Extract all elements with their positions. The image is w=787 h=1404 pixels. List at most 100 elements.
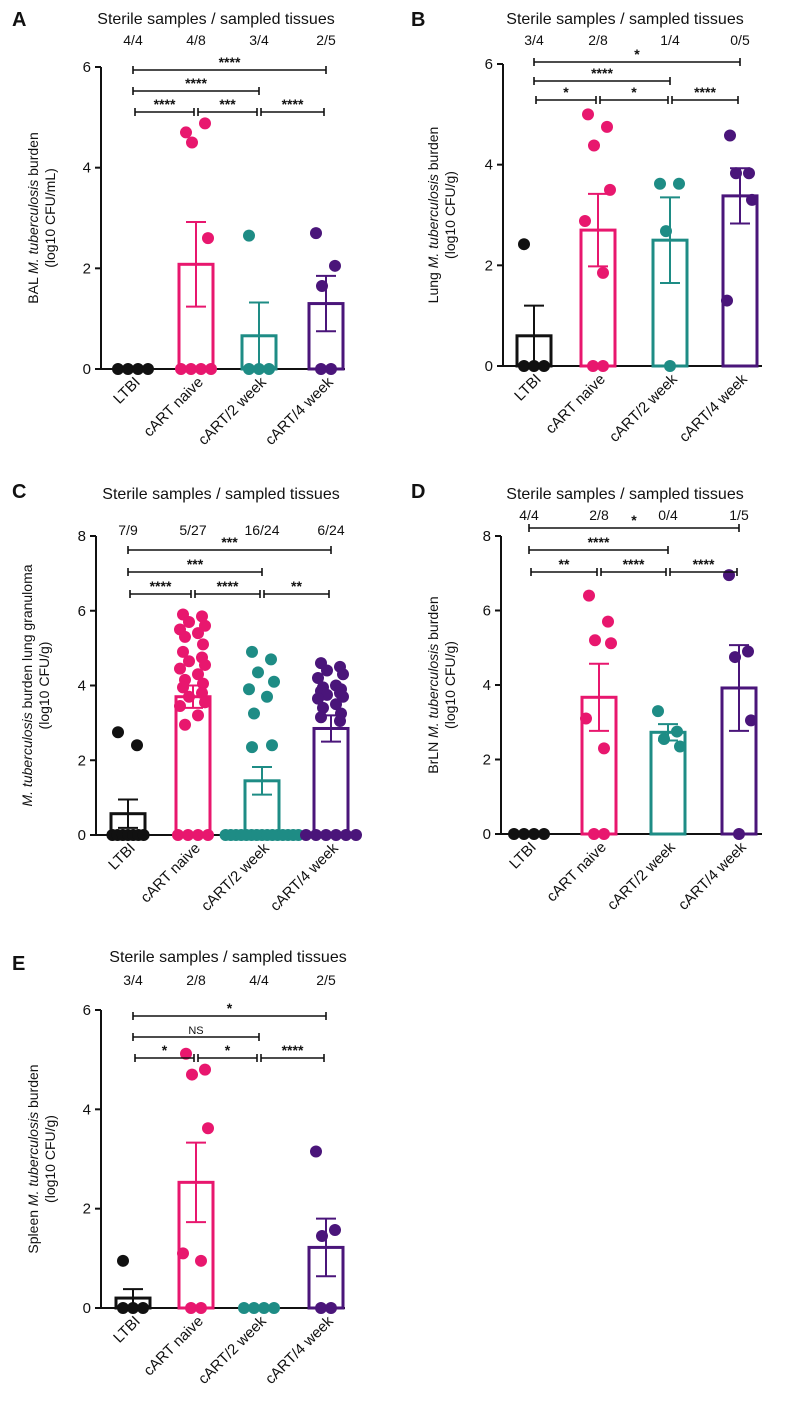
data-point — [329, 1224, 341, 1237]
y-tick-label: 2 — [483, 752, 491, 769]
data-point — [266, 739, 278, 752]
data-point — [320, 829, 332, 841]
panel-label: B — [411, 9, 425, 31]
data-point — [743, 167, 755, 180]
data-point — [350, 829, 362, 841]
data-point — [132, 363, 144, 375]
y-tick-label: 4 — [78, 678, 86, 695]
data-point — [263, 363, 275, 375]
data-point — [174, 662, 186, 675]
data-point — [340, 829, 352, 841]
sig-label: **** — [282, 96, 304, 112]
sig-label: **** — [154, 96, 176, 112]
sig-label: **** — [694, 84, 716, 100]
data-point — [721, 294, 733, 307]
data-point — [185, 363, 197, 375]
y-axis-unit-label: (log10 CFU/mL) — [42, 168, 58, 268]
data-point — [265, 653, 277, 666]
sterile-title: Sterile samples / sampled tissues — [102, 486, 339, 503]
data-point — [192, 668, 204, 681]
sterile-ratio: 2/8 — [588, 32, 608, 48]
data-point — [587, 360, 599, 372]
panel-label: C — [12, 481, 26, 503]
data-point — [177, 645, 189, 658]
data-point — [199, 619, 211, 632]
category-label: LTBI — [110, 374, 144, 408]
data-point — [673, 177, 685, 190]
data-point — [246, 741, 258, 754]
y-tick-label: 4 — [83, 160, 91, 177]
data-point — [310, 1145, 322, 1158]
panel-label: E — [12, 953, 25, 975]
data-point — [316, 279, 328, 292]
data-point — [598, 742, 610, 755]
data-point — [117, 1254, 129, 1267]
sterile-ratio: 4/8 — [186, 32, 206, 48]
category-label: cART naive — [140, 374, 206, 440]
panel-A: A Sterile samples / sampled tissues 4/4 4/8… — [12, 9, 345, 449]
data-point — [588, 139, 600, 152]
data-point — [185, 1302, 197, 1314]
data-point — [602, 615, 614, 628]
data-point — [658, 733, 670, 746]
data-point — [315, 363, 327, 375]
sig-label: * — [225, 1042, 231, 1058]
data-point — [601, 120, 613, 133]
sterile-ratio: 0/5 — [730, 32, 750, 48]
y-tick-label: 6 — [483, 603, 491, 620]
data-point — [196, 610, 208, 623]
data-point — [325, 1302, 337, 1314]
category-label: cART/4 week — [676, 370, 751, 445]
data-point — [238, 1302, 250, 1314]
sterile-title: Sterile samples / sampled tissues — [97, 11, 334, 28]
y-tick-label: 0 — [485, 358, 493, 375]
data-point — [252, 666, 264, 679]
category-label: cART/2 week — [195, 1312, 270, 1387]
data-point — [183, 615, 195, 628]
sterile-ratio: 0/4 — [658, 507, 678, 523]
sterile-title: Sterile samples / sampled tissues — [506, 486, 743, 503]
sterile-ratio: 3/4 — [123, 972, 143, 988]
data-point — [112, 363, 124, 375]
data-point — [580, 712, 592, 725]
data-point — [742, 645, 754, 658]
data-point — [197, 638, 209, 651]
ylabel-prefix: Spleen — [25, 1206, 41, 1253]
data-point — [183, 690, 195, 703]
data-point — [597, 266, 609, 279]
data-point — [588, 828, 600, 840]
data-point — [192, 829, 204, 841]
sig-label: **** — [282, 1042, 304, 1058]
category-label: cART/2 week — [606, 370, 681, 445]
data-point — [197, 677, 209, 690]
data-point — [180, 126, 192, 139]
y-tick-label: 0 — [83, 361, 91, 378]
data-point — [310, 227, 322, 240]
data-point — [179, 630, 191, 643]
sig-label: **** — [693, 556, 715, 572]
sterile-ratio: 3/4 — [524, 32, 544, 48]
category-label: cART/4 week — [262, 373, 337, 448]
sterile-ratio: 7/9 — [118, 522, 138, 538]
data-point — [674, 740, 686, 753]
data-point — [196, 686, 208, 699]
y-tick-label: 4 — [485, 157, 493, 174]
sig-label: * — [631, 512, 637, 528]
data-point — [312, 692, 324, 705]
y-axis-unit-label: (log10 CFU/g) — [442, 171, 458, 259]
data-point — [518, 828, 530, 840]
category-label: cART/2 week — [195, 373, 270, 448]
y-tick-label: 6 — [83, 1002, 91, 1019]
data-point — [174, 700, 186, 713]
data-point — [746, 193, 758, 206]
data-point — [583, 589, 595, 602]
category-label: cART/4 week — [675, 838, 750, 913]
y-axis-unit-label: (log10 CFU/g) — [442, 641, 458, 729]
sterile-title: Sterile samples / sampled tissues — [109, 949, 346, 966]
y-tick-label: 6 — [78, 603, 86, 620]
data-point — [177, 1247, 189, 1260]
data-point — [186, 1068, 198, 1081]
sterile-ratio: 5/27 — [179, 522, 206, 538]
ylabel-suffix: burden lung granuloma — [19, 564, 35, 712]
